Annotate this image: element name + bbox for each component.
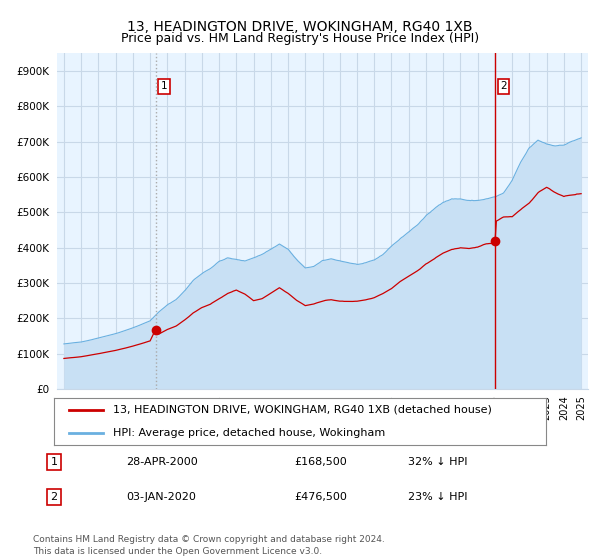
Text: 28-APR-2000: 28-APR-2000 <box>126 457 198 467</box>
Text: 13, HEADINGTON DRIVE, WOKINGHAM, RG40 1XB (detached house): 13, HEADINGTON DRIVE, WOKINGHAM, RG40 1X… <box>113 404 492 414</box>
Text: 2: 2 <box>50 492 58 502</box>
Text: HPI: Average price, detached house, Wokingham: HPI: Average price, detached house, Woki… <box>113 428 385 438</box>
Text: 1: 1 <box>50 457 58 467</box>
Text: Price paid vs. HM Land Registry's House Price Index (HPI): Price paid vs. HM Land Registry's House … <box>121 32 479 45</box>
Text: 1: 1 <box>161 82 167 91</box>
Text: 03-JAN-2020: 03-JAN-2020 <box>126 492 196 502</box>
Text: £168,500: £168,500 <box>294 457 347 467</box>
Text: £476,500: £476,500 <box>294 492 347 502</box>
Text: 2: 2 <box>500 82 507 91</box>
Text: 23% ↓ HPI: 23% ↓ HPI <box>408 492 467 502</box>
Text: 13, HEADINGTON DRIVE, WOKINGHAM, RG40 1XB: 13, HEADINGTON DRIVE, WOKINGHAM, RG40 1X… <box>127 20 473 34</box>
Text: Contains HM Land Registry data © Crown copyright and database right 2024.
This d: Contains HM Land Registry data © Crown c… <box>33 535 385 556</box>
Text: 32% ↓ HPI: 32% ↓ HPI <box>408 457 467 467</box>
